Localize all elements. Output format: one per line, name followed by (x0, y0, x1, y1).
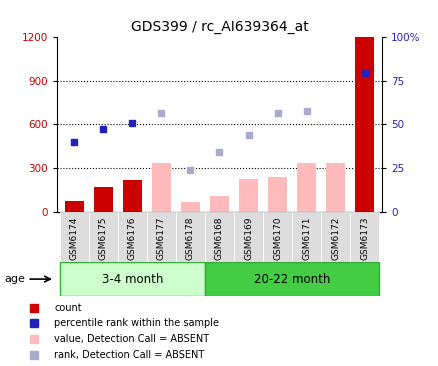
Bar (180, 202, 199, 212)
Bar (89, 212, 118, 262)
Text: GSM6178: GSM6178 (186, 216, 194, 260)
Bar (176, 212, 205, 262)
Text: percentile rank within the sample: percentile rank within the sample (54, 318, 219, 328)
Bar (147, 212, 176, 262)
Bar (291, 212, 320, 262)
Title: GDS399 / rc_AI639364_at: GDS399 / rc_AI639364_at (131, 20, 307, 34)
Text: count: count (54, 303, 82, 313)
Text: value, Detection Call = ABSENT: value, Detection Call = ABSENT (54, 334, 209, 344)
Bar (152, 163, 170, 212)
Text: GSM6168: GSM6168 (215, 216, 223, 260)
Text: 3-4 month: 3-4 month (102, 273, 163, 285)
Bar (65, 201, 84, 212)
Text: GSM6174: GSM6174 (70, 216, 79, 259)
Bar (354, 37, 373, 212)
Text: 20-22 month: 20-22 month (253, 273, 329, 285)
Text: GSM6169: GSM6169 (244, 216, 252, 260)
Bar (118, 212, 147, 262)
Bar (262, 212, 291, 262)
Bar (233, 212, 262, 262)
Bar (239, 179, 258, 212)
Bar (60, 212, 89, 262)
Text: age: age (4, 274, 25, 284)
Bar (349, 212, 378, 262)
Text: rank, Detection Call = ABSENT: rank, Detection Call = ABSENT (54, 350, 204, 359)
Bar (268, 177, 286, 212)
Bar (123, 180, 141, 212)
Bar (94, 187, 113, 212)
Bar (210, 196, 228, 212)
Bar (180, 203, 199, 212)
Bar (297, 163, 315, 212)
Bar (320, 212, 349, 262)
Text: GSM6175: GSM6175 (99, 216, 108, 260)
Text: GSM6171: GSM6171 (301, 216, 310, 260)
Text: GSM6176: GSM6176 (128, 216, 137, 260)
Text: GSM6170: GSM6170 (272, 216, 281, 260)
Text: GSM6173: GSM6173 (359, 216, 368, 260)
Text: GSM6172: GSM6172 (330, 216, 339, 259)
Bar (325, 163, 344, 212)
Bar (205, 262, 378, 296)
Bar (205, 212, 233, 262)
Text: GSM6177: GSM6177 (157, 216, 166, 260)
Bar (60, 262, 205, 296)
